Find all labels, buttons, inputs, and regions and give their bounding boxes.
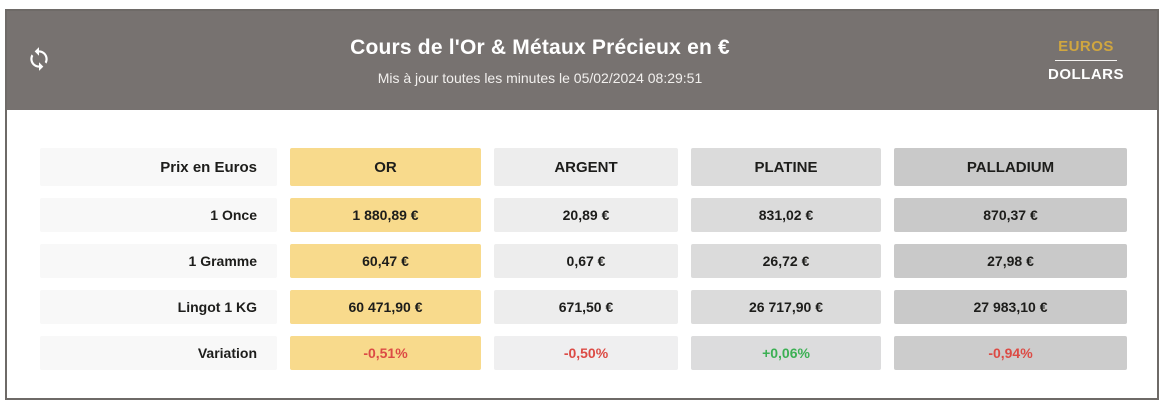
price-or-gramme: 60,47 €	[290, 244, 481, 278]
price-or-once: 1 880,89 €	[290, 198, 481, 232]
price-platine-lingot: 26 717,90 €	[691, 290, 881, 324]
header-titles: Cours de l'Or & Métaux Précieux en € Mis…	[59, 36, 1031, 86]
currency-toggle: EUROS DOLLARS	[1031, 34, 1141, 87]
update-timestamp: Mis à jour toutes les minutes le 05/02/2…	[377, 69, 703, 86]
prices-table: Prix en Euros OR ARGENT PLATINE PALLADIU…	[40, 148, 1157, 370]
variation-palladium: -0,94%	[894, 336, 1127, 370]
price-palladium-gramme: 27,98 €	[894, 244, 1127, 278]
column-header-palladium: PALLADIUM	[894, 148, 1127, 186]
price-argent-once: 20,89 €	[494, 198, 678, 232]
price-platine-once: 831,02 €	[691, 198, 881, 232]
price-argent-lingot: 671,50 €	[494, 290, 678, 324]
price-argent-gramme: 0,67 €	[494, 244, 678, 278]
price-platine-gramme: 26,72 €	[691, 244, 881, 278]
row-label-variation: Variation	[40, 336, 277, 370]
variation-argent: -0,50%	[494, 336, 678, 370]
variation-or: -0,51%	[290, 336, 481, 370]
price-or-lingot: 60 471,90 €	[290, 290, 481, 324]
column-header-platine: PLATINE	[691, 148, 881, 186]
table-area: Prix en Euros OR ARGENT PLATINE PALLADIU…	[7, 110, 1157, 400]
refresh-button[interactable]	[19, 41, 59, 81]
column-header-argent: ARGENT	[494, 148, 678, 186]
variation-platine: +0,06%	[691, 336, 881, 370]
currency-option-dollars[interactable]: DOLLARS	[1048, 66, 1124, 83]
widget-header: Cours de l'Or & Métaux Précieux en € Mis…	[7, 11, 1157, 110]
currency-divider	[1055, 60, 1117, 61]
row-label-lingot: Lingot 1 KG	[40, 290, 277, 324]
row-label-once: 1 Once	[40, 198, 277, 232]
currency-option-euros[interactable]: EUROS	[1058, 38, 1114, 55]
price-palladium-lingot: 27 983,10 €	[894, 290, 1127, 324]
price-palladium-once: 870,37 €	[894, 198, 1127, 232]
column-header-label: Prix en Euros	[40, 148, 277, 186]
row-label-gramme: 1 Gramme	[40, 244, 277, 278]
column-header-or: OR	[290, 148, 481, 186]
sync-icon	[26, 46, 52, 75]
page-title: Cours de l'Or & Métaux Précieux en €	[350, 35, 730, 59]
gold-price-widget: Cours de l'Or & Métaux Précieux en € Mis…	[5, 9, 1159, 400]
